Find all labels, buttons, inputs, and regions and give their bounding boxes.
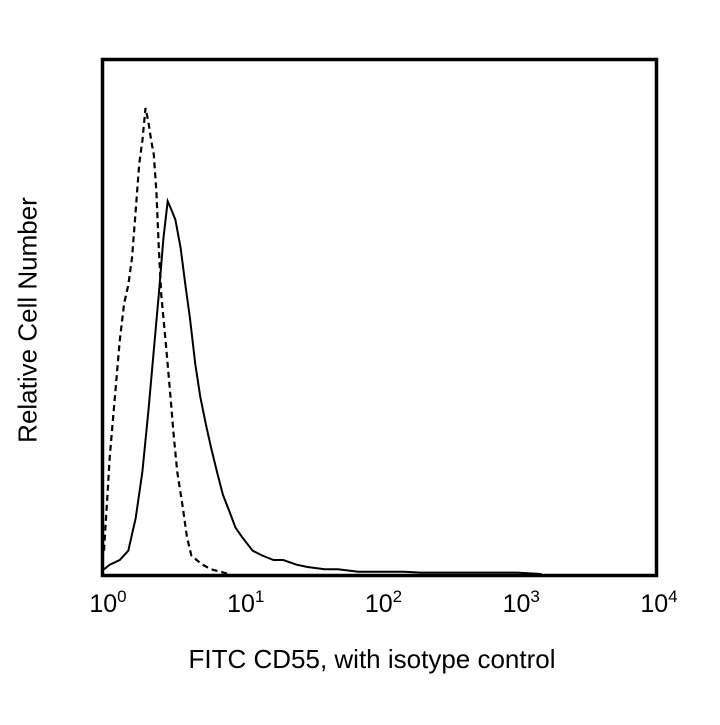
plot-frame — [100, 57, 659, 578]
x-tick-label: 103 — [502, 587, 540, 618]
isotype-control-curve — [102, 107, 229, 576]
x-tick-label: 101 — [227, 587, 265, 618]
y-axis-label: Relative Cell Number — [12, 197, 43, 443]
x-axis-label: FITC CD55, with isotype control — [188, 644, 556, 674]
histogram-curves — [102, 107, 542, 576]
x-tick-label: 104 — [640, 587, 678, 618]
fitc-cd55-curve — [103, 197, 542, 575]
x-tick-label: 100 — [89, 587, 127, 618]
x-tick-label: 102 — [364, 587, 403, 618]
